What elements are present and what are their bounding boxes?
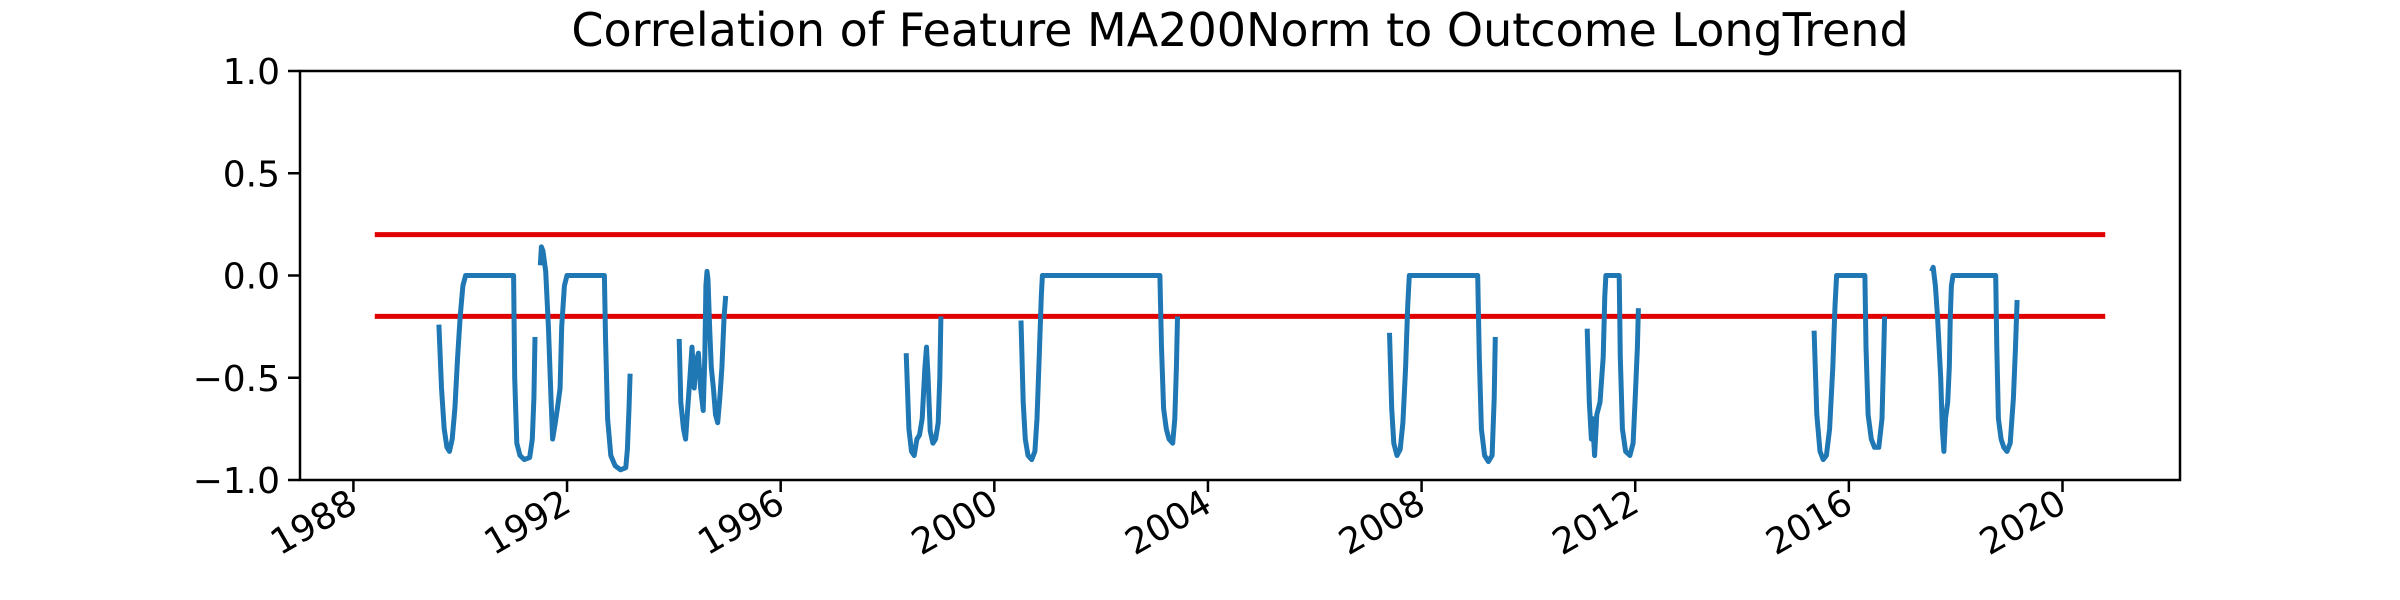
reference-lines (374, 232, 2106, 319)
y-axis: 1.0 0.5 0.0 −0.5 −1.0 (193, 52, 300, 502)
series-segment-3 (903, 316, 944, 458)
y-tick-label: 1.0 (223, 52, 280, 93)
x-tick-label: 2004 (1119, 482, 1219, 563)
series-segment-0 (436, 273, 538, 463)
x-tick-label: 2008 (1332, 482, 1432, 563)
y-tick-label: −0.5 (193, 359, 280, 400)
x-tick-label: 2012 (1546, 482, 1646, 563)
series-segment-7 (1811, 273, 1888, 463)
series-segment-2 (676, 268, 729, 442)
x-tick-label: 1992 (478, 482, 578, 563)
chart-title: Correlation of Feature MA200Norm to Outc… (571, 3, 1908, 57)
y-tick-label: 0.0 (223, 257, 280, 298)
x-tick-label: 1996 (691, 482, 791, 563)
series-segment-5 (1387, 273, 1498, 465)
series-segment-1 (537, 244, 633, 473)
y-tick-label: −1.0 (193, 461, 280, 502)
series-layer (436, 244, 2020, 473)
x-tick-label: 2000 (905, 482, 1005, 563)
x-axis: 1988 1992 1996 2000 2004 2008 2012 2016 2020 (264, 480, 2073, 564)
series-segment-8 (1929, 264, 2020, 454)
x-tick-label: 2016 (1760, 482, 1860, 563)
series-segment-4 (1018, 273, 1180, 463)
y-tick-label: 0.5 (223, 154, 280, 195)
x-tick-label: 2020 (1973, 482, 2073, 563)
series-segment-6 (1584, 273, 1641, 458)
